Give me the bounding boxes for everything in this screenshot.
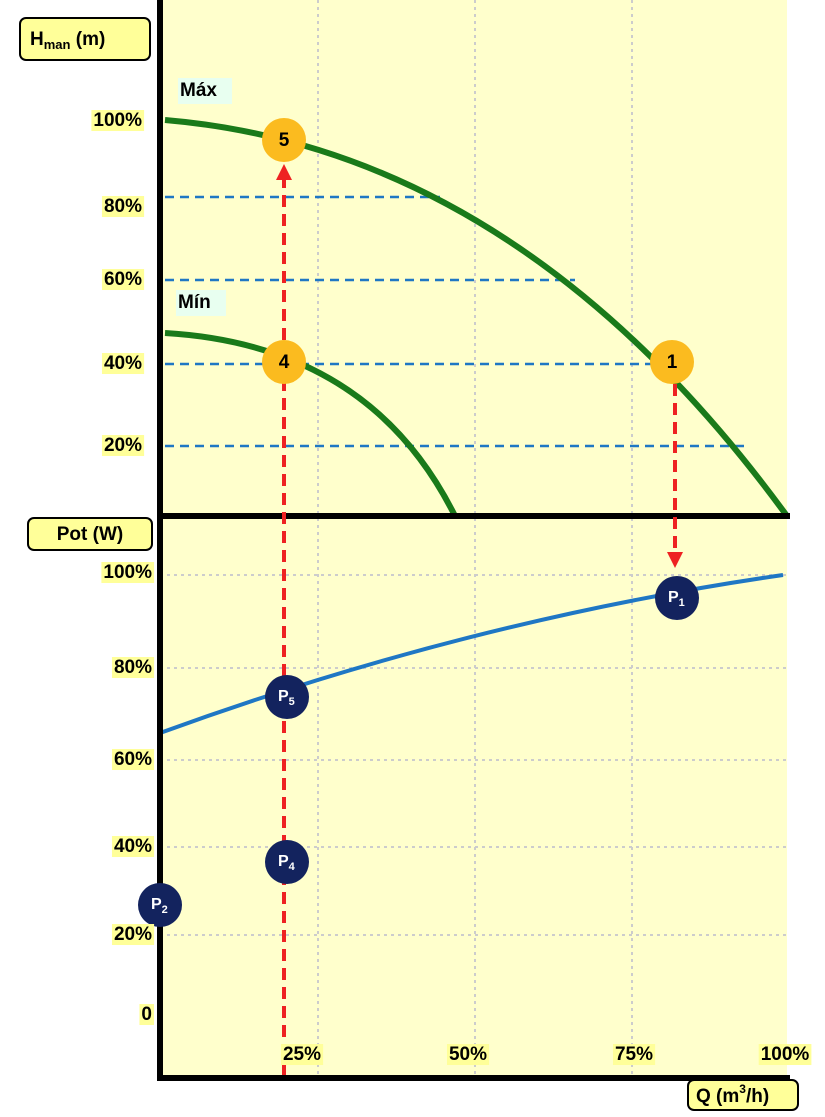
point-label: P1 xyxy=(668,589,685,609)
tick-highlight xyxy=(101,196,145,218)
tick-label: 25% xyxy=(283,1044,321,1065)
tick-label: 60% xyxy=(104,269,142,290)
point-label: P4 xyxy=(278,853,296,873)
tick-label: 40% xyxy=(104,353,142,374)
tick-highlight xyxy=(91,110,145,132)
tick-highlight xyxy=(101,435,145,457)
tick-label: 100% xyxy=(761,1044,810,1065)
tick-highlight xyxy=(101,353,145,375)
head-axis-label: Hman (m) xyxy=(30,29,105,52)
tick-highlight xyxy=(101,269,145,291)
tick-highlight xyxy=(111,836,155,858)
tick-highlight xyxy=(139,1004,154,1026)
power-axis-label: Pot (W) xyxy=(57,524,123,545)
tick-label: 40% xyxy=(114,836,152,857)
point-label: 5 xyxy=(279,130,290,151)
flow-axis-label: Q (m3/h) xyxy=(696,1082,769,1107)
tick-highlight xyxy=(101,562,155,584)
arrows xyxy=(276,164,683,1075)
tick-highlight xyxy=(758,1044,812,1066)
tick-highlight xyxy=(111,749,155,771)
tick-label: 20% xyxy=(104,435,142,456)
tick-label: 0 xyxy=(141,1004,152,1025)
plot-area xyxy=(160,0,787,1078)
point-label: P2 xyxy=(151,896,168,916)
tick-label: 60% xyxy=(114,749,152,770)
tick-label: 100% xyxy=(103,562,152,583)
head-guides xyxy=(165,195,750,448)
tick-highlight xyxy=(280,1044,324,1066)
point-label: 4 xyxy=(279,352,290,373)
tick-label: 80% xyxy=(114,657,152,678)
tick-labels: 100% 80% 60% 40% 20% 100% 80% 60% 40% 20% 0 25% 50% 7… xyxy=(91,110,812,1066)
curve-label: Máx xyxy=(180,80,217,101)
curve-label: Mín xyxy=(178,292,211,313)
tick-label: 50% xyxy=(449,1044,487,1065)
power-points: P1 P5 P4 P2 xyxy=(138,576,699,927)
grid xyxy=(160,0,787,1078)
tick-highlight xyxy=(446,1044,490,1066)
point-label: 1 xyxy=(667,352,678,373)
point-label: P5 xyxy=(278,688,295,708)
tick-label: 100% xyxy=(93,110,142,131)
tick-highlight xyxy=(111,924,155,946)
tick-label: 75% xyxy=(615,1044,653,1065)
tick-highlight xyxy=(612,1044,656,1066)
tick-label: 80% xyxy=(104,196,142,217)
head-points: 5 4 1 xyxy=(262,118,694,384)
tick-highlight xyxy=(111,657,155,679)
min-curve xyxy=(164,330,458,518)
tick-label: 20% xyxy=(114,924,152,945)
